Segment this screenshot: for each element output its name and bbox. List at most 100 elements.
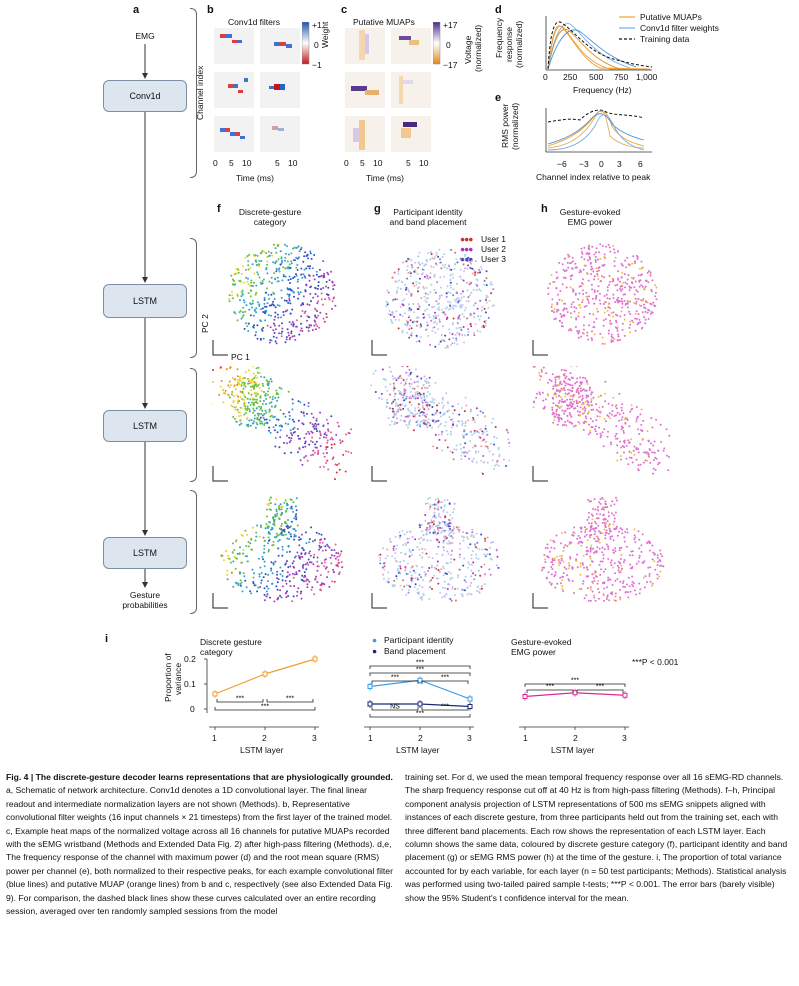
pca-point [437,419,440,422]
pca-point [248,382,251,385]
pca-point [592,594,595,597]
pca-point [263,422,266,425]
pca-point [379,559,381,562]
pca-point [398,536,401,539]
pca-point [303,437,306,439]
pca-point [330,415,333,418]
pca-point [421,268,424,271]
pca-point [287,331,290,334]
pca-point [566,311,569,314]
pca-point [601,560,604,563]
pca-point [429,272,432,275]
pca-point [344,450,347,453]
pca-point [392,400,395,403]
pca-point [408,589,411,592]
pca-point [441,338,444,341]
pca-point [314,293,317,295]
pca-point [453,558,456,561]
pca-point [428,508,431,511]
pca-point [489,283,492,286]
pca-point [302,411,305,414]
pca-point [668,455,670,458]
pca-point [391,322,394,325]
pca-point [437,433,440,436]
pca-point [410,294,413,297]
pca-point [301,463,304,466]
pca-point [425,415,428,418]
pca-point [237,395,240,398]
pca-point [443,275,445,278]
pca-point [333,296,336,299]
pca-point [241,289,244,292]
sig-label: *** [416,711,424,718]
pca-point [633,528,636,531]
pca-point [267,384,270,387]
pca-point [466,536,469,538]
pca-point [483,461,485,464]
pca-point [633,538,636,541]
pca-point [389,424,392,426]
pca-point [589,588,592,591]
pca-point [278,304,281,307]
pca-point [245,276,248,279]
pca-point [429,539,432,542]
pca-point [565,568,568,570]
pca-point [286,293,289,296]
pca-point [298,250,301,253]
pca-point [473,544,476,547]
pca-point [590,273,592,276]
pca-point [244,385,247,388]
pca-point [471,419,474,422]
pca-point [411,321,414,324]
pca-point [453,342,456,345]
pca-point [584,401,587,404]
pca-point [408,303,410,306]
pca-point [231,377,234,379]
pca-point [643,560,646,563]
pca-point [405,260,408,263]
pca-point [416,385,419,388]
pca-point [588,295,590,298]
pca-point [247,264,250,267]
pca-point [264,319,267,322]
pca-point [293,538,296,541]
pca-point [659,423,662,426]
pca-point [604,500,607,503]
pca-point [622,431,625,434]
pca-point [288,321,291,324]
sig-label: *** [416,667,424,674]
pca-point [440,568,443,571]
pca-point [330,549,333,551]
pca-point [435,577,438,580]
pca-point [274,311,277,314]
pca-point [414,538,417,541]
pca-point [586,550,589,553]
pca-point [552,411,555,414]
user3-label: User 3 [481,254,507,264]
pca-point [581,541,584,544]
pca-point [266,390,269,393]
pca-point [297,419,300,422]
pca-point [570,275,573,278]
pca-point [544,558,546,561]
pca-point [222,389,225,392]
pca-point [333,580,336,583]
pca-point [551,557,554,560]
pca-point [295,509,298,512]
pca-point [448,328,451,331]
pca-point [433,507,436,510]
pca-point [412,395,415,398]
pca-point [316,560,319,563]
pca-point [464,420,467,423]
pca-point [426,324,429,327]
pca-point [473,429,476,432]
pca-point [443,567,446,570]
pca-point [448,308,450,311]
pca-point [410,334,413,337]
pca-point [606,506,609,508]
pca-point [608,412,611,415]
pca-point [444,263,447,266]
pca-point [244,310,247,313]
pca-point [460,407,463,409]
pca-point [278,270,281,273]
